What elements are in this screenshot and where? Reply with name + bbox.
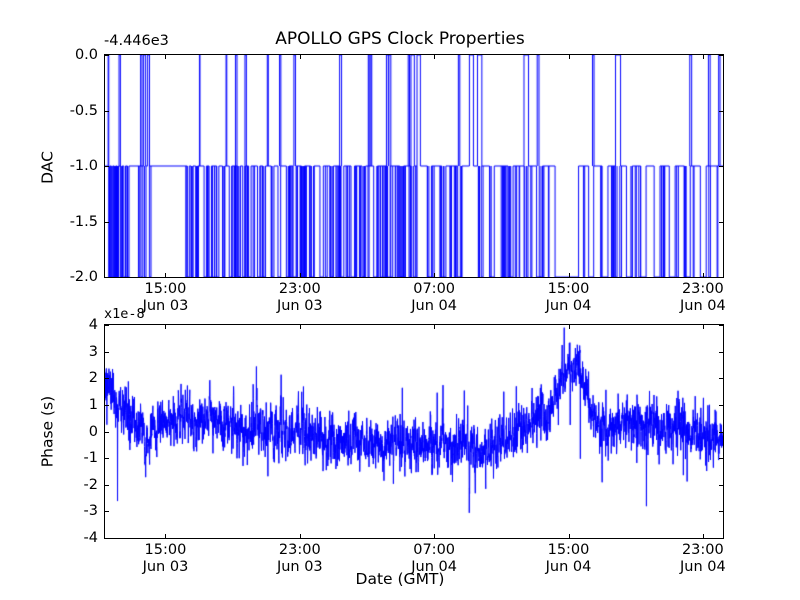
dac-x-tickmark-0 — [165, 273, 166, 277]
dac-plot-canvas — [105, 55, 723, 277]
phase-x-tickmark-0 — [165, 325, 166, 329]
dac-y-tick-4: -2.0 — [69, 269, 98, 285]
dac-y-tick-2: -1.0 — [69, 158, 98, 174]
phase-x-tickmark-2 — [434, 534, 435, 538]
phase-y-tick-3: 1 — [88, 396, 98, 413]
dac-x-tickmark-0 — [165, 55, 166, 59]
dac-x-date-4: Jun 04 — [679, 298, 726, 314]
phase-y-tick-1: 3 — [88, 343, 98, 360]
page-title: APOLLO GPS Clock Properties — [275, 29, 525, 49]
phase-y-tickmark-5 — [105, 458, 109, 459]
phase-x-tickmark-1 — [300, 325, 301, 329]
phase-y-tick-7: -3 — [83, 503, 98, 520]
dac-x-tickmark-2 — [434, 273, 435, 277]
phase-x-label-4: 23:00 Jun 04 — [653, 542, 753, 576]
phase-y-tickmark-8 — [105, 538, 109, 539]
phase-y-tickmark-4 — [105, 432, 109, 433]
phase-y-tick-0: 4 — [88, 317, 98, 333]
phase-x-time-0: 15:00 — [144, 542, 187, 558]
dac-x-tickmark-4 — [703, 273, 704, 277]
phase-x-time-3: 15:00 — [547, 542, 590, 558]
dac-x-tickmark-3 — [569, 273, 570, 277]
dac-y-tickmark-0 — [719, 55, 723, 56]
dac-x-tickmark-1 — [300, 273, 301, 277]
phase-y-tickmark-1 — [719, 352, 723, 353]
phase-plot-canvas — [105, 325, 723, 538]
dac-x-time-1: 23:00 — [278, 281, 321, 297]
dac-y-offset-text: -4.446e3 — [104, 33, 169, 49]
phase-y-tickmark-5 — [719, 458, 723, 459]
phase-x-label-1: 23:00 Jun 03 — [250, 542, 350, 576]
phase-y-tickmark-7 — [105, 511, 109, 512]
phase-x-tickmark-4 — [703, 325, 704, 329]
dac-x-label-3: 15:00 Jun 04 — [519, 281, 619, 315]
phase-y-tickmark-7 — [719, 511, 723, 512]
dac-y-tickmark-4 — [105, 277, 109, 278]
x-axis-label: Date (GMT) — [355, 570, 445, 588]
phase-x-tickmark-2 — [434, 325, 435, 329]
dac-x-date-2: Jun 04 — [411, 298, 457, 314]
dac-y-tick-3: -1.5 — [69, 213, 98, 230]
dac-y-tickmark-1 — [719, 111, 723, 112]
dac-y-tickmark-3 — [105, 222, 109, 223]
dac-x-label-1: 23:00 Jun 03 — [250, 281, 350, 315]
dac-x-label-2: 07:00 Jun 04 — [384, 281, 484, 315]
dac-x-date-3: Jun 04 — [545, 298, 592, 314]
phase-x-time-2: 07:00 — [413, 542, 456, 558]
dac-x-time-0: 15:00 — [144, 281, 187, 297]
phase-y-tick-6: -2 — [83, 476, 98, 493]
dac-x-time-4: 23:00 — [681, 281, 724, 297]
phase-x-tickmark-3 — [569, 534, 570, 538]
phase-y-tickmark-2 — [719, 378, 723, 379]
phase-y-tick-2: 2 — [88, 370, 98, 387]
phase-y-tickmark-3 — [105, 405, 109, 406]
dac-x-label-0: 15:00 Jun 03 — [115, 281, 215, 315]
phase-x-label-0: 15:00 Jun 03 — [115, 542, 215, 576]
phase-x-time-4: 23:00 — [681, 542, 724, 558]
dac-y-tickmark-0 — [105, 55, 109, 56]
phase-x-label-2: 07:00 Jun 04 — [384, 542, 484, 576]
phase-x-date-1: Jun 03 — [276, 559, 323, 575]
dac-y-tick-1: -0.5 — [69, 102, 98, 119]
phase-y-multiplier-text: x1e-8 — [104, 306, 145, 322]
dac-y-tickmark-1 — [105, 111, 109, 112]
dac-y-tickmark-4 — [719, 277, 723, 278]
phase-x-date-3: Jun 04 — [545, 559, 592, 575]
phase-x-date-2: Jun 04 — [411, 559, 457, 575]
phase-y-tickmark-4 — [719, 432, 723, 433]
phase-x-tickmark-3 — [569, 325, 570, 329]
phase-x-date-4: Jun 04 — [679, 559, 726, 575]
phase-x-time-1: 23:00 — [278, 542, 321, 558]
phase-y-tickmark-8 — [719, 538, 723, 539]
dac-x-date-1: Jun 03 — [276, 298, 323, 314]
phase-y-tickmark-6 — [105, 485, 109, 486]
phase-y-tickmark-0 — [105, 325, 109, 326]
dac-y-tickmark-2 — [719, 166, 723, 167]
dac-x-time-3: 15:00 — [547, 281, 590, 297]
phase-y-tickmark-0 — [719, 325, 723, 326]
dac-y-tickmark-3 — [719, 222, 723, 223]
dac-x-tickmark-1 — [300, 55, 301, 59]
dac-y-tickmark-2 — [105, 166, 109, 167]
phase-y-tick-5: -1 — [83, 450, 98, 467]
phase-x-tickmark-1 — [300, 534, 301, 538]
phase-y-tick-4: 0 — [88, 423, 98, 440]
phase-y-tickmark-6 — [719, 485, 723, 486]
dac-x-time-2: 07:00 — [413, 281, 456, 297]
dac-x-label-4: 23:00 Jun 04 — [653, 281, 753, 315]
dac-x-date-0: Jun 03 — [142, 298, 189, 314]
phase-y-tick-8: -4 — [83, 530, 98, 546]
dac-y-tick-0: 0.0 — [74, 47, 98, 63]
phase-y-tickmark-3 — [719, 405, 723, 406]
phase-x-label-3: 15:00 Jun 04 — [519, 542, 619, 576]
phase-y-tickmark-1 — [105, 352, 109, 353]
phase-x-date-0: Jun 03 — [142, 559, 189, 575]
phase-x-tickmark-4 — [703, 534, 704, 538]
phase-y-tickmark-2 — [105, 378, 109, 379]
dac-x-tickmark-4 — [703, 55, 704, 59]
phase-x-tickmark-0 — [165, 534, 166, 538]
dac-x-tickmark-3 — [569, 55, 570, 59]
dac-x-tickmark-2 — [434, 55, 435, 59]
